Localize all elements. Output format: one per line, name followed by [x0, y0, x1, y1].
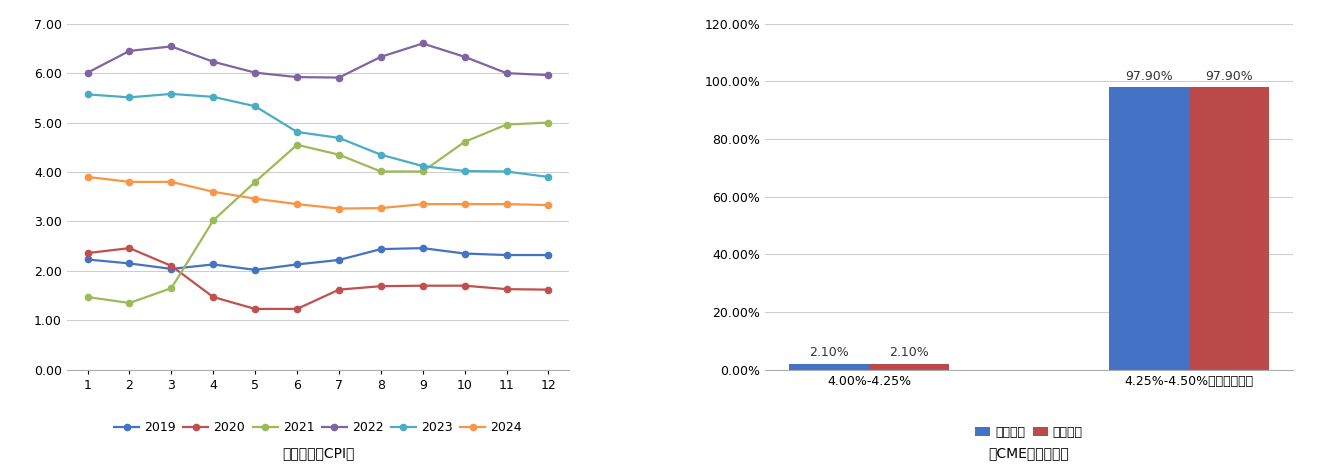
- 2021: [457, 139, 473, 145]
- 2021: [540, 120, 556, 126]
- Text: 2.10%: 2.10%: [889, 346, 929, 359]
- Text: 97.90%: 97.90%: [1125, 70, 1173, 83]
- 2023: [331, 135, 347, 141]
- 2024: [164, 179, 180, 185]
- 2020: [331, 287, 347, 292]
- 2021: [164, 285, 180, 291]
- 2024: [80, 174, 96, 180]
- 2024: [373, 205, 389, 211]
- Bar: [789, 364, 869, 370]
- 2023: [205, 94, 221, 100]
- 2021: [247, 179, 263, 185]
- 2023: [164, 91, 180, 97]
- 2019: [80, 256, 96, 262]
- Line: 2024: 2024: [84, 174, 552, 212]
- 2019: [205, 262, 221, 267]
- 2022: [247, 70, 263, 75]
- 2020: [540, 287, 556, 292]
- 2022: [499, 70, 515, 76]
- 2020: [499, 286, 515, 292]
- 2019: [121, 261, 137, 266]
- Text: 97.90%: 97.90%: [1205, 70, 1253, 83]
- 2024: [499, 201, 515, 207]
- 2020: [80, 250, 96, 256]
- 2023: [540, 174, 556, 180]
- Line: 2022: 2022: [84, 40, 552, 81]
- Legend: 2019, 2020, 2021, 2022, 2023, 2024: 2019, 2020, 2021, 2022, 2023, 2024: [115, 421, 521, 434]
- 2019: [499, 252, 515, 258]
- 2020: [164, 263, 180, 269]
- Bar: [1189, 87, 1269, 370]
- 2022: [415, 41, 431, 46]
- Line: 2023: 2023: [84, 91, 552, 180]
- Text: （CME降息预期）: （CME降息预期）: [989, 446, 1069, 460]
- 2022: [80, 70, 96, 75]
- Line: 2019: 2019: [84, 245, 552, 273]
- 2022: [331, 75, 347, 81]
- 2022: [121, 48, 137, 54]
- 2023: [121, 94, 137, 100]
- Bar: [1109, 87, 1189, 370]
- 2023: [80, 91, 96, 97]
- 2019: [331, 257, 347, 263]
- Text: 2.10%: 2.10%: [809, 346, 849, 359]
- Line: 2021: 2021: [84, 119, 552, 306]
- 2021: [205, 218, 221, 223]
- Legend: 今日概率, 昨日概率: 今日概率, 昨日概率: [970, 421, 1088, 444]
- 2021: [289, 142, 305, 148]
- 2021: [80, 294, 96, 300]
- 2019: [289, 262, 305, 267]
- 2023: [247, 103, 263, 109]
- 2024: [331, 206, 347, 211]
- 2024: [457, 201, 473, 207]
- 2022: [457, 54, 473, 60]
- 2023: [415, 163, 431, 169]
- 2019: [540, 252, 556, 258]
- Text: （美国核心CPI）: （美国核心CPI）: [281, 446, 355, 460]
- 2021: [331, 152, 347, 157]
- 2022: [289, 74, 305, 80]
- 2019: [457, 251, 473, 256]
- 2021: [499, 122, 515, 128]
- 2024: [540, 202, 556, 208]
- 2020: [373, 283, 389, 289]
- 2022: [205, 59, 221, 64]
- 2020: [457, 283, 473, 289]
- 2022: [540, 72, 556, 78]
- 2024: [415, 201, 431, 207]
- 2023: [289, 129, 305, 135]
- 2021: [121, 300, 137, 306]
- 2023: [373, 152, 389, 157]
- 2020: [205, 294, 221, 300]
- 2020: [121, 245, 137, 251]
- 2024: [289, 201, 305, 207]
- 2019: [373, 246, 389, 252]
- 2019: [247, 267, 263, 273]
- Line: 2020: 2020: [84, 245, 552, 312]
- Bar: [869, 364, 949, 370]
- 2021: [415, 169, 431, 174]
- 2022: [373, 54, 389, 60]
- 2020: [247, 306, 263, 312]
- 2023: [457, 168, 473, 174]
- 2019: [164, 266, 180, 272]
- 2020: [415, 283, 431, 289]
- 2024: [247, 196, 263, 201]
- 2019: [415, 245, 431, 251]
- 2024: [121, 179, 137, 185]
- 2022: [164, 44, 180, 49]
- 2020: [289, 306, 305, 312]
- 2024: [205, 189, 221, 195]
- 2021: [373, 169, 389, 174]
- 2023: [499, 169, 515, 174]
